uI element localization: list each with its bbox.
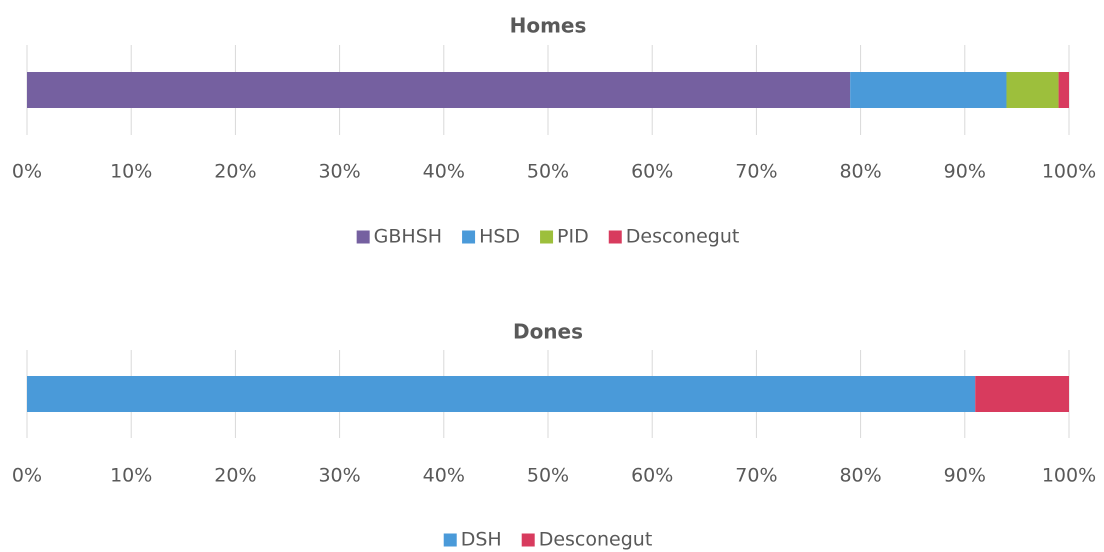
x-tick-label: 30%	[318, 161, 360, 183]
x-tick-label: 70%	[735, 161, 777, 183]
chart-title: Dones	[513, 320, 583, 344]
x-tick-label: 50%	[527, 465, 569, 487]
x-tick-label: 20%	[214, 465, 256, 487]
bar-segment	[975, 376, 1069, 412]
legend-swatch	[608, 230, 622, 244]
legend-swatch	[462, 230, 476, 244]
x-tick-label: 40%	[423, 465, 465, 487]
legend-label: GBHSH	[374, 226, 442, 248]
legend-swatch	[443, 533, 457, 547]
bar-segment	[1058, 72, 1069, 108]
bar-segment	[27, 72, 851, 108]
x-tick-label: 100%	[1042, 161, 1096, 183]
x-tick-label: 80%	[839, 161, 881, 183]
x-tick-label: 90%	[944, 161, 986, 183]
x-tick-label: 50%	[527, 161, 569, 183]
x-tick-label: 60%	[631, 161, 673, 183]
legend-swatch	[540, 230, 554, 244]
legend-swatch	[356, 230, 370, 244]
legend-label: HSD	[479, 226, 520, 248]
legend-label: Desconegut	[626, 226, 740, 248]
bar-segment	[850, 72, 1007, 108]
x-tick-label: 10%	[110, 465, 152, 487]
x-tick-label: 0%	[12, 465, 42, 487]
x-tick-label: 100%	[1042, 465, 1096, 487]
legend-label: PID	[557, 226, 589, 248]
bar-segment	[1006, 72, 1059, 108]
legend-swatch	[521, 533, 535, 547]
chart-title: Homes	[510, 14, 587, 38]
x-tick-label: 80%	[839, 465, 881, 487]
legend-label: DSH	[461, 529, 502, 551]
x-tick-label: 40%	[423, 161, 465, 183]
x-tick-label: 0%	[12, 161, 42, 183]
legend-label: Desconegut	[539, 529, 653, 551]
x-tick-label: 60%	[631, 465, 673, 487]
bar-segment	[27, 376, 976, 412]
x-tick-label: 10%	[110, 161, 152, 183]
x-tick-label: 20%	[214, 161, 256, 183]
x-tick-label: 90%	[944, 465, 986, 487]
x-tick-label: 30%	[318, 465, 360, 487]
x-tick-label: 70%	[735, 465, 777, 487]
